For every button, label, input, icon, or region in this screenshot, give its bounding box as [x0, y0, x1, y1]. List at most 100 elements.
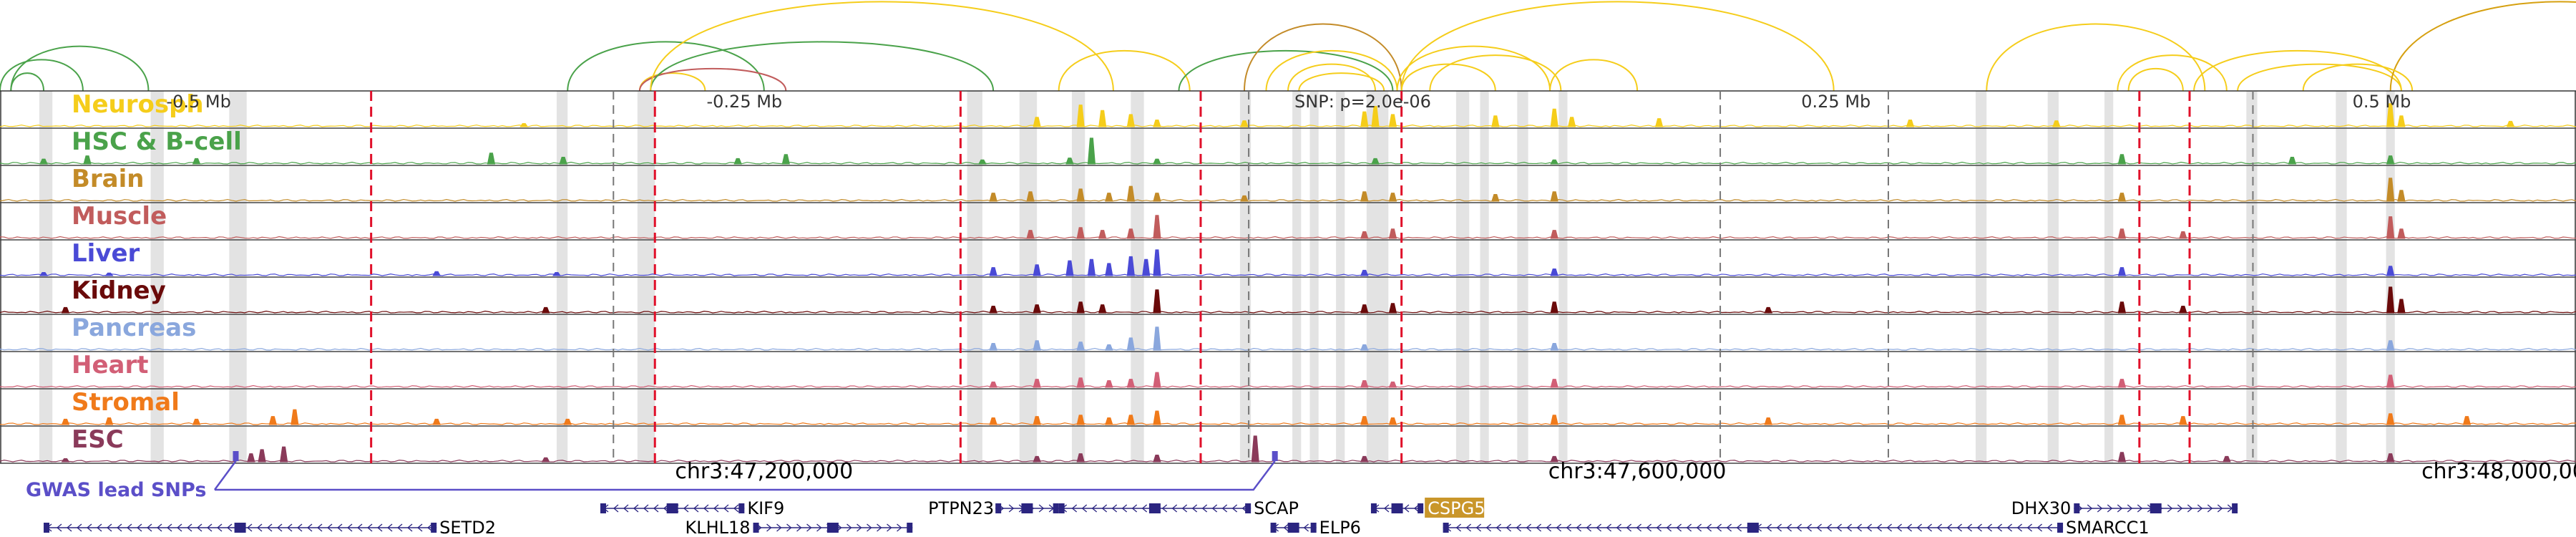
gene-strand-chevron [2187, 504, 2193, 513]
gene-strand-chevron [217, 523, 223, 532]
gene-strand-chevron [623, 504, 629, 513]
gene-exon [995, 503, 1002, 513]
track-peak [1076, 377, 1085, 388]
track-peak [1550, 455, 1558, 463]
gene-strand-chevron [766, 523, 772, 532]
interaction-arc [650, 1, 1114, 92]
gene-exon [753, 523, 759, 533]
gene-exon [2074, 503, 2080, 513]
track-baseline-signal [0, 384, 2576, 388]
track-peak [280, 446, 288, 463]
interaction-arc [1986, 23, 2206, 92]
track-peak [192, 418, 201, 425]
gene-strand-chevron [1211, 504, 1218, 513]
track-peak [978, 159, 987, 165]
gene-strand-chevron [157, 523, 162, 532]
track-peak [1153, 410, 1161, 425]
track-peak [2117, 228, 2127, 239]
track-peak [559, 157, 567, 165]
track-peak [733, 158, 742, 165]
gene-strand-chevron [1646, 523, 1652, 532]
gene-strand-chevron [847, 523, 852, 532]
track-peak [1153, 120, 1161, 127]
track-peak [1360, 416, 1369, 425]
track-peak [2397, 190, 2406, 202]
track-peak [2179, 231, 2187, 239]
gene-exon [1747, 523, 1759, 533]
track-peak [781, 154, 790, 165]
gene-strand-chevron [1596, 523, 1602, 532]
gene-strand-chevron [2107, 504, 2113, 513]
track-baseline-signal [0, 459, 2576, 463]
track-peak [989, 417, 997, 425]
gene-strand-chevron [1008, 504, 1015, 513]
track-peak [1251, 435, 1259, 463]
track-peak [2386, 453, 2395, 463]
track-peak [61, 306, 70, 314]
gene-strand-chevron [1766, 523, 1772, 532]
track-peak [1550, 301, 1558, 314]
track-peak [1906, 120, 1915, 127]
track-peak [1360, 344, 1369, 351]
track-peak [1360, 304, 1369, 314]
gene-strand-chevron [1181, 504, 1188, 513]
track-peak [1550, 415, 1558, 425]
track-label: Neurosph [72, 90, 204, 119]
track-peak [1360, 191, 1369, 202]
track-peak [1126, 415, 1135, 425]
track-peak [104, 417, 114, 425]
track-peak [39, 158, 48, 165]
gene-strand-chevron [1071, 504, 1078, 513]
track-peak [1153, 158, 1161, 165]
track-peak [1153, 249, 1161, 276]
gene-strand-chevron [1706, 523, 1712, 532]
track-peak [1076, 227, 1085, 239]
gene-strand-chevron [733, 504, 739, 513]
track-peak [1550, 108, 1558, 127]
interaction-arc [2117, 54, 2228, 92]
track-peak [1550, 159, 1559, 165]
track-peak [61, 458, 70, 463]
gene-strand-chevron [786, 523, 792, 532]
track-peak [1026, 191, 1035, 202]
track-peak [247, 453, 255, 463]
gene-strand-chevron [776, 523, 782, 532]
gene-strand-chevron [1636, 523, 1642, 532]
gene-strand-chevron [207, 523, 213, 532]
track-peak [2179, 306, 2187, 314]
track-baseline-signal [0, 273, 2576, 276]
gene-strand-chevron [247, 523, 253, 532]
track-peak [1153, 455, 1161, 463]
track-peak [1371, 106, 1380, 127]
gene-strand-chevron [2016, 523, 2023, 532]
gene-strand-chevron [806, 523, 812, 532]
track-peak [1126, 337, 1135, 351]
track-peak [1126, 185, 1135, 202]
track-peak [1153, 215, 1161, 239]
gene-strand-chevron [1576, 523, 1582, 532]
gene-exon [1053, 503, 1059, 513]
track-peak [563, 418, 572, 425]
gene-label: DHX30 [2011, 498, 2072, 518]
track-peak [2506, 120, 2515, 127]
track-peak [2117, 154, 2127, 165]
interaction-arc [1058, 50, 1191, 92]
gene-strand-chevron [127, 523, 132, 532]
track-peak [1360, 380, 1369, 388]
relative-tick-label: -0.5 Mb [166, 92, 230, 112]
gene-strand-chevron [417, 523, 423, 532]
gene-strand-chevron [1846, 523, 1853, 532]
gene-strand-chevron [613, 504, 619, 513]
track-peak [1105, 380, 1113, 388]
gene-strand-chevron [2036, 523, 2043, 532]
gene-strand-chevron [1221, 504, 1228, 513]
gene-strand-chevron [307, 523, 313, 532]
gene-strand-chevron [897, 523, 902, 532]
snp-pvalue-label: SNP: p=2.0e-06 [1294, 92, 1431, 112]
gene-strand-chevron [1556, 523, 1562, 532]
track-peak [1033, 117, 1041, 127]
gene-strand-chevron [693, 504, 699, 513]
coordinate-label: chr3:47,600,000 [1548, 459, 1727, 484]
signal-tracks: Neurosph HSC & B-cell Brain Muscle Liver Kidn… [0, 90, 2576, 464]
gene-highlight-box [1425, 498, 1485, 518]
